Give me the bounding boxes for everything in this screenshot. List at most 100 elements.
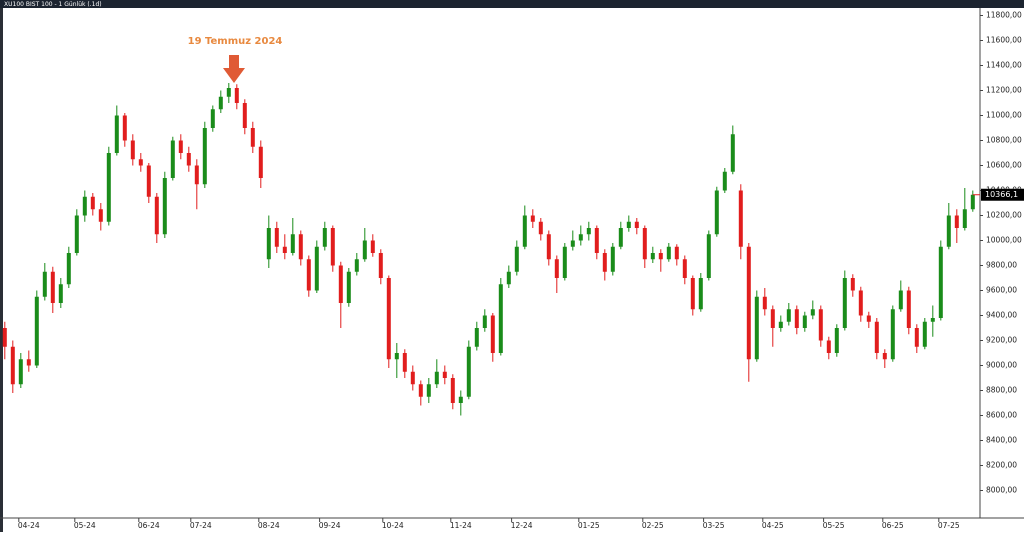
candle-body xyxy=(874,321,879,353)
candle-body xyxy=(594,228,599,253)
candle-body xyxy=(338,265,343,303)
candle-body xyxy=(138,159,143,166)
y-tick-label: 8800,00 xyxy=(986,386,1017,395)
last-price-label: 10366,1 xyxy=(985,190,1018,199)
candle-body xyxy=(930,318,935,322)
candle-body xyxy=(922,321,927,347)
candle-body xyxy=(738,190,743,247)
x-tick-label: 07-25 xyxy=(938,521,960,530)
candle-body xyxy=(322,228,327,247)
candle-body xyxy=(538,221,543,235)
x-tick-label: 08-24 xyxy=(258,521,280,530)
candle-body xyxy=(314,246,319,291)
candle-body xyxy=(482,315,487,328)
candle-body xyxy=(274,228,279,247)
candle-body xyxy=(346,271,351,303)
candle-body xyxy=(162,178,167,235)
candle-body xyxy=(90,196,95,210)
x-tick-label: 07-24 xyxy=(190,521,212,530)
candle-body xyxy=(114,115,119,153)
candle-body xyxy=(658,253,663,260)
x-tick-label: 04-24 xyxy=(18,521,40,530)
candle-body xyxy=(730,134,735,172)
y-tick-label: 9600,00 xyxy=(986,286,1017,295)
candle-body xyxy=(82,196,87,216)
candle-body xyxy=(746,246,751,360)
candle-body xyxy=(402,353,407,372)
candle-body xyxy=(834,328,839,353)
candle-body xyxy=(218,96,223,110)
candle-body xyxy=(458,396,463,403)
candle-body xyxy=(26,359,31,366)
candle-body xyxy=(354,259,359,272)
y-tick-label: 11200,00 xyxy=(986,86,1022,95)
left-toolbar xyxy=(0,8,3,532)
candle-body xyxy=(602,253,607,272)
y-tick-label: 10000,00 xyxy=(986,236,1022,245)
candle-body xyxy=(58,284,63,303)
candle-body xyxy=(474,328,479,347)
y-tick-label: 11400,00 xyxy=(986,61,1022,70)
candle-body xyxy=(178,140,183,153)
x-tick-label: 06-24 xyxy=(138,521,160,530)
y-tick-label: 8600,00 xyxy=(986,411,1017,420)
candle-body xyxy=(258,146,263,178)
candle-body xyxy=(66,253,71,285)
candle-body xyxy=(386,278,391,360)
candle-body xyxy=(562,246,567,278)
candle-body xyxy=(778,321,783,328)
candle-body xyxy=(498,284,503,353)
candle-body xyxy=(306,259,311,291)
candle-body xyxy=(426,384,431,397)
last-price-box xyxy=(981,188,1024,201)
x-tick-label: 06-25 xyxy=(882,521,904,530)
candle-body xyxy=(146,165,151,197)
candle-body xyxy=(250,128,255,147)
candle-body xyxy=(570,240,575,247)
candle-body xyxy=(450,378,455,403)
candle-body xyxy=(186,153,191,166)
y-tick-label: 10200,00 xyxy=(986,211,1022,220)
y-tick-label: 9400,00 xyxy=(986,311,1017,320)
candle-body xyxy=(362,240,367,260)
candle-body xyxy=(154,196,159,235)
candle-body xyxy=(74,215,79,253)
candle-body xyxy=(298,234,303,260)
candle-body xyxy=(938,246,943,318)
candle-body xyxy=(818,309,823,341)
annotation-arrow xyxy=(223,55,245,83)
candle-body xyxy=(18,359,23,385)
candle-body xyxy=(330,228,335,266)
candle-body xyxy=(770,309,775,328)
x-tick-label: 05-25 xyxy=(823,521,845,530)
candle-body xyxy=(714,190,719,235)
candle-body xyxy=(754,296,759,360)
candle-body xyxy=(706,234,711,278)
x-tick-label: 05-24 xyxy=(74,521,96,530)
candle-body xyxy=(490,315,495,353)
candle-body xyxy=(650,253,655,260)
candle-body xyxy=(866,315,871,322)
candle-body xyxy=(442,371,447,378)
y-tick-label: 8000,00 xyxy=(986,486,1017,495)
candle-body xyxy=(546,234,551,260)
candle-body xyxy=(898,290,903,310)
candle-body xyxy=(122,115,127,141)
candle-body xyxy=(698,278,703,310)
candle-body xyxy=(170,140,175,178)
y-tick-label: 8200,00 xyxy=(986,461,1017,470)
candle-body xyxy=(810,309,815,316)
candle-body xyxy=(226,88,231,97)
candle-body xyxy=(682,259,687,278)
candle-body xyxy=(522,215,527,247)
candle-body xyxy=(642,228,647,260)
candle-body xyxy=(10,346,15,385)
candle-body xyxy=(850,278,855,291)
candle-body xyxy=(50,271,55,303)
candle-body xyxy=(370,240,375,253)
candle-body xyxy=(794,309,799,328)
y-tick-label: 11800,00 xyxy=(986,11,1022,20)
candle-body xyxy=(394,353,399,360)
candle-body xyxy=(578,234,583,241)
